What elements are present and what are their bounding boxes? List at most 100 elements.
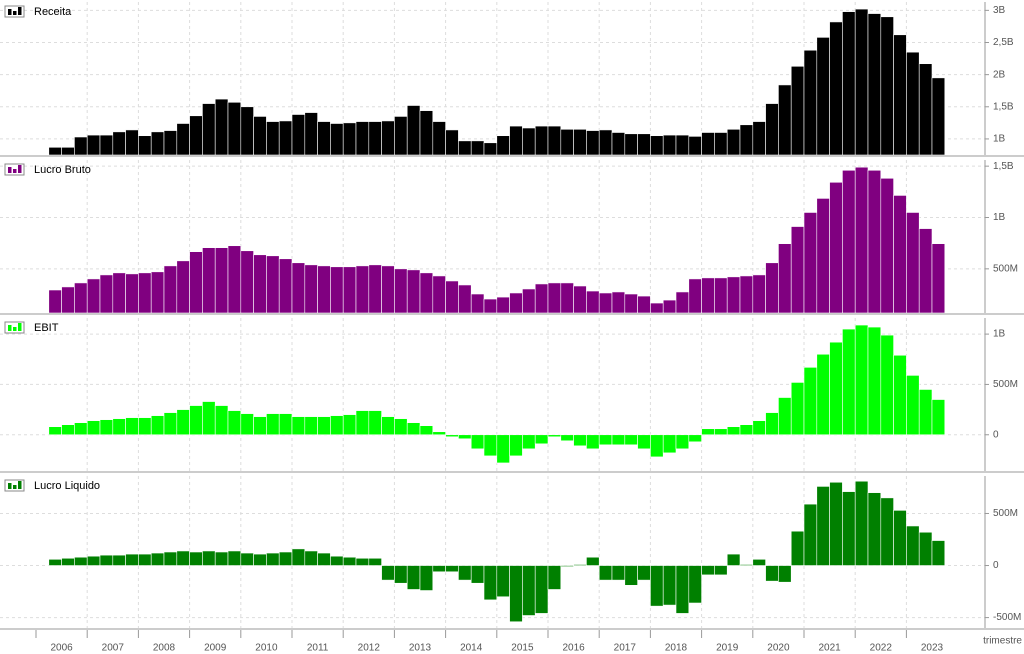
bar bbox=[778, 243, 792, 314]
bar bbox=[611, 434, 626, 446]
bar bbox=[278, 551, 293, 566]
bar bbox=[253, 116, 267, 156]
bar bbox=[266, 255, 280, 314]
bar bbox=[163, 412, 178, 436]
x-tick-label: 2015 bbox=[511, 643, 534, 654]
bar bbox=[381, 120, 395, 156]
bar bbox=[637, 434, 651, 450]
bar bbox=[240, 106, 254, 156]
bar bbox=[726, 128, 741, 156]
bar bbox=[394, 565, 408, 584]
bar bbox=[368, 410, 382, 436]
bar bbox=[547, 565, 562, 590]
bar bbox=[611, 565, 626, 581]
bar bbox=[317, 265, 331, 314]
bar bbox=[483, 142, 498, 156]
bar bbox=[675, 565, 690, 614]
x-tick-label: 2023 bbox=[921, 643, 944, 654]
y-tick-label: 0 bbox=[993, 560, 999, 571]
bar bbox=[829, 341, 843, 436]
bar bbox=[61, 286, 75, 314]
bar bbox=[918, 389, 933, 436]
bar bbox=[854, 324, 869, 436]
legend-label: Lucro Bruto bbox=[34, 164, 91, 176]
bar bbox=[765, 262, 779, 314]
bar bbox=[624, 565, 638, 586]
bar bbox=[893, 510, 907, 566]
bar bbox=[765, 103, 779, 156]
bar bbox=[394, 268, 408, 314]
bar bbox=[816, 198, 830, 314]
bar bbox=[445, 565, 459, 573]
bar bbox=[918, 63, 933, 156]
bar bbox=[253, 254, 267, 314]
bar bbox=[317, 552, 331, 566]
bar bbox=[496, 296, 510, 314]
legend: Lucro Bruto bbox=[4, 163, 91, 176]
bar bbox=[662, 434, 677, 454]
bar bbox=[125, 273, 139, 314]
bar bbox=[675, 134, 690, 156]
bar bbox=[778, 397, 792, 436]
legend-icon-bar bbox=[8, 9, 12, 15]
bar bbox=[86, 278, 101, 314]
bar bbox=[918, 531, 933, 566]
bar bbox=[342, 414, 357, 436]
y-tick-label: 0 bbox=[993, 429, 999, 440]
legend-icon-bar bbox=[13, 485, 17, 489]
bar bbox=[432, 275, 446, 314]
legend: Lucro Liquido bbox=[4, 479, 100, 492]
legend: EBIT bbox=[4, 321, 59, 334]
bar bbox=[291, 416, 306, 436]
bar bbox=[445, 129, 459, 156]
bar bbox=[419, 565, 434, 591]
bar bbox=[458, 284, 472, 314]
bar bbox=[534, 125, 549, 156]
bar bbox=[586, 434, 600, 450]
x-tick-label: 2017 bbox=[614, 643, 637, 654]
bar bbox=[240, 250, 254, 314]
bar bbox=[842, 491, 856, 566]
x-axis-label: trimestre bbox=[983, 636, 1022, 647]
bar bbox=[675, 434, 690, 450]
bar bbox=[650, 302, 664, 314]
bar bbox=[355, 265, 370, 314]
x-tick-label: 2008 bbox=[153, 643, 176, 654]
bar bbox=[842, 328, 856, 436]
bar bbox=[624, 434, 638, 446]
bar bbox=[880, 497, 894, 566]
bar bbox=[330, 266, 344, 314]
bar bbox=[586, 130, 600, 156]
bar bbox=[790, 65, 805, 156]
bar bbox=[406, 565, 421, 590]
bar bbox=[650, 565, 664, 607]
x-tick-label: 2007 bbox=[102, 643, 125, 654]
bar bbox=[573, 285, 587, 314]
bar bbox=[688, 278, 702, 314]
bar bbox=[714, 428, 728, 436]
bar bbox=[227, 410, 242, 436]
bar bbox=[842, 169, 856, 314]
bar bbox=[867, 326, 882, 436]
x-tick-label: 2019 bbox=[716, 643, 739, 654]
bar bbox=[752, 121, 766, 156]
bar bbox=[560, 128, 574, 156]
bar bbox=[893, 354, 907, 436]
legend-icon-bar bbox=[13, 327, 17, 331]
bar bbox=[573, 564, 587, 566]
bar bbox=[48, 558, 62, 566]
legend-icon-bar bbox=[8, 167, 12, 173]
bar bbox=[624, 133, 638, 156]
bar bbox=[458, 434, 472, 440]
bar bbox=[278, 120, 293, 156]
y-tick-label: 500M bbox=[993, 379, 1018, 390]
bar bbox=[445, 280, 459, 314]
bar bbox=[419, 425, 434, 436]
bar bbox=[189, 551, 203, 566]
bar bbox=[906, 375, 920, 436]
bar bbox=[189, 251, 203, 314]
bar bbox=[483, 298, 498, 314]
bar bbox=[317, 416, 331, 436]
